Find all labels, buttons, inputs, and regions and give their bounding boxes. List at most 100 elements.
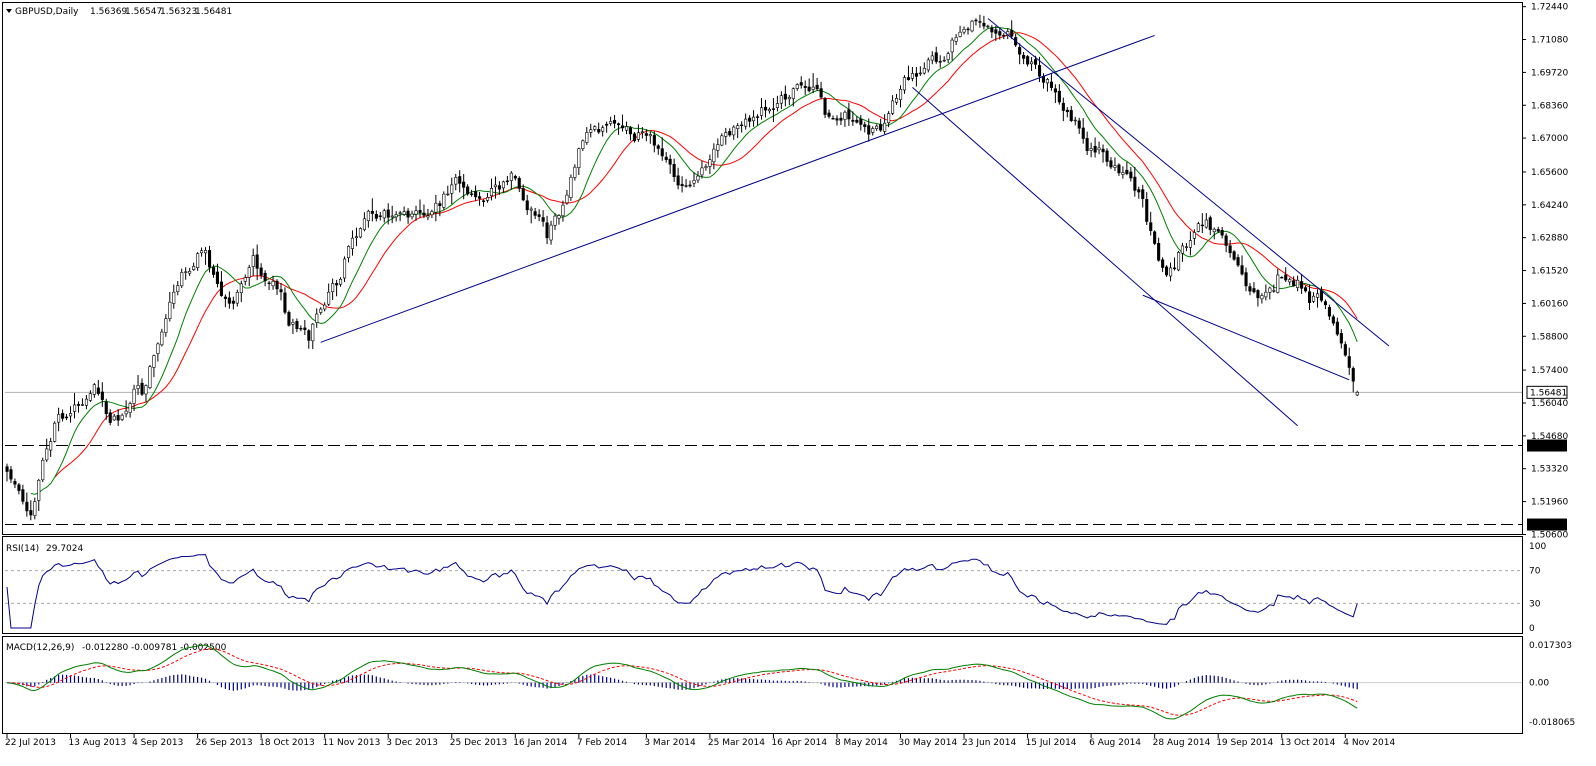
candle-body-bullish bbox=[1180, 245, 1184, 254]
candle bbox=[1089, 142, 1093, 158]
candle-body-bearish bbox=[61, 413, 65, 419]
candle-body-bearish bbox=[108, 412, 112, 423]
level-price-tag bbox=[1527, 439, 1567, 452]
candle bbox=[275, 279, 279, 295]
candle bbox=[616, 122, 621, 135]
candle bbox=[763, 99, 768, 118]
candle bbox=[1141, 184, 1145, 208]
candle-body-bullish bbox=[45, 448, 49, 461]
candle bbox=[374, 210, 378, 222]
trendline-0[interactable] bbox=[320, 34, 1155, 343]
candle bbox=[1296, 275, 1300, 292]
candle-body-bearish bbox=[1248, 286, 1252, 292]
candle-body-bearish bbox=[823, 98, 827, 115]
trendline-3[interactable] bbox=[1142, 294, 1350, 381]
candle-body-bearish bbox=[1093, 146, 1097, 153]
candle-body-bullish bbox=[446, 193, 450, 196]
rsi-tick-label: 70 bbox=[1529, 567, 1541, 577]
candle-body-bearish bbox=[259, 267, 263, 276]
candle-body-bullish bbox=[767, 109, 772, 112]
candle-body-bearish bbox=[521, 188, 525, 201]
candle bbox=[73, 392, 77, 419]
candle bbox=[545, 215, 549, 245]
price-plot-area bbox=[5, 14, 1522, 526]
candle bbox=[239, 280, 243, 303]
candle bbox=[1157, 237, 1161, 262]
candle bbox=[1228, 240, 1232, 258]
candle bbox=[787, 95, 791, 106]
candle-body-bearish bbox=[990, 27, 994, 33]
candle-body-bearish bbox=[1220, 230, 1224, 236]
candle bbox=[279, 282, 283, 301]
date-tick-label: 8 May 2014 bbox=[835, 738, 888, 748]
candle bbox=[890, 95, 895, 116]
candle-body-bullish bbox=[1276, 274, 1280, 293]
candle-body-bearish bbox=[462, 181, 466, 188]
candle bbox=[831, 115, 835, 120]
candle-body-bearish bbox=[644, 133, 648, 136]
candle bbox=[80, 398, 84, 406]
candle-body-bullish bbox=[493, 184, 498, 188]
candle-body-bullish bbox=[327, 291, 331, 305]
candle-body-bearish bbox=[1141, 189, 1145, 199]
candle bbox=[370, 198, 374, 222]
candle bbox=[628, 126, 633, 141]
candle bbox=[406, 208, 410, 224]
candle-body-bearish bbox=[815, 84, 819, 90]
candle bbox=[652, 131, 656, 153]
candle-body-bullish bbox=[410, 213, 414, 218]
candle bbox=[1188, 231, 1192, 256]
candle-body-bullish bbox=[168, 301, 172, 320]
candle bbox=[45, 438, 49, 462]
candle-body-bullish bbox=[124, 410, 128, 415]
candle-body-bearish bbox=[680, 184, 684, 186]
candle-body-bullish bbox=[1355, 391, 1359, 396]
candle-body-bullish bbox=[926, 59, 930, 71]
candle-body-bearish bbox=[307, 330, 311, 341]
dropdown-triangle-icon[interactable] bbox=[6, 9, 12, 13]
candle-body-bullish bbox=[1272, 290, 1276, 292]
candle-body-bearish bbox=[1077, 120, 1081, 129]
candle-body-bearish bbox=[267, 282, 271, 284]
candle-body-bullish bbox=[791, 88, 795, 99]
candle bbox=[803, 80, 807, 95]
rsi-line bbox=[6, 554, 1358, 629]
candle-body-bullish bbox=[692, 180, 696, 184]
candle bbox=[156, 342, 160, 362]
candle bbox=[295, 318, 299, 333]
candle-body-bullish bbox=[354, 236, 359, 238]
candle-body-bearish bbox=[287, 312, 291, 326]
candle bbox=[640, 127, 644, 139]
trendline-1[interactable] bbox=[912, 86, 1298, 427]
candle bbox=[180, 268, 184, 289]
candle bbox=[196, 252, 200, 271]
candle bbox=[128, 401, 132, 418]
candle bbox=[732, 125, 736, 140]
candle bbox=[1022, 51, 1026, 65]
candle-body-bearish bbox=[728, 131, 732, 136]
ohlc-high: 1.56547 bbox=[125, 7, 162, 17]
candle-body-bearish bbox=[755, 116, 760, 118]
candle bbox=[541, 210, 545, 227]
trendline-2[interactable] bbox=[987, 18, 1390, 347]
candle-body-bullish bbox=[394, 214, 398, 218]
candle-body-bearish bbox=[1041, 76, 1045, 83]
candle bbox=[1252, 282, 1256, 294]
candle bbox=[263, 270, 267, 287]
candle-body-bearish bbox=[513, 176, 517, 179]
candle-body-bullish bbox=[887, 113, 891, 123]
candle bbox=[1192, 229, 1196, 245]
candle bbox=[414, 205, 418, 221]
candle-body-bullish bbox=[434, 202, 438, 213]
candle-body-bullish bbox=[1188, 240, 1192, 248]
candle bbox=[1093, 137, 1097, 158]
candle bbox=[505, 175, 509, 186]
candle bbox=[553, 213, 557, 230]
candle bbox=[1069, 105, 1073, 123]
candle-body-bearish bbox=[1343, 344, 1347, 356]
candle-body-bullish bbox=[132, 388, 136, 404]
candle bbox=[1268, 286, 1272, 300]
candle bbox=[875, 124, 879, 131]
